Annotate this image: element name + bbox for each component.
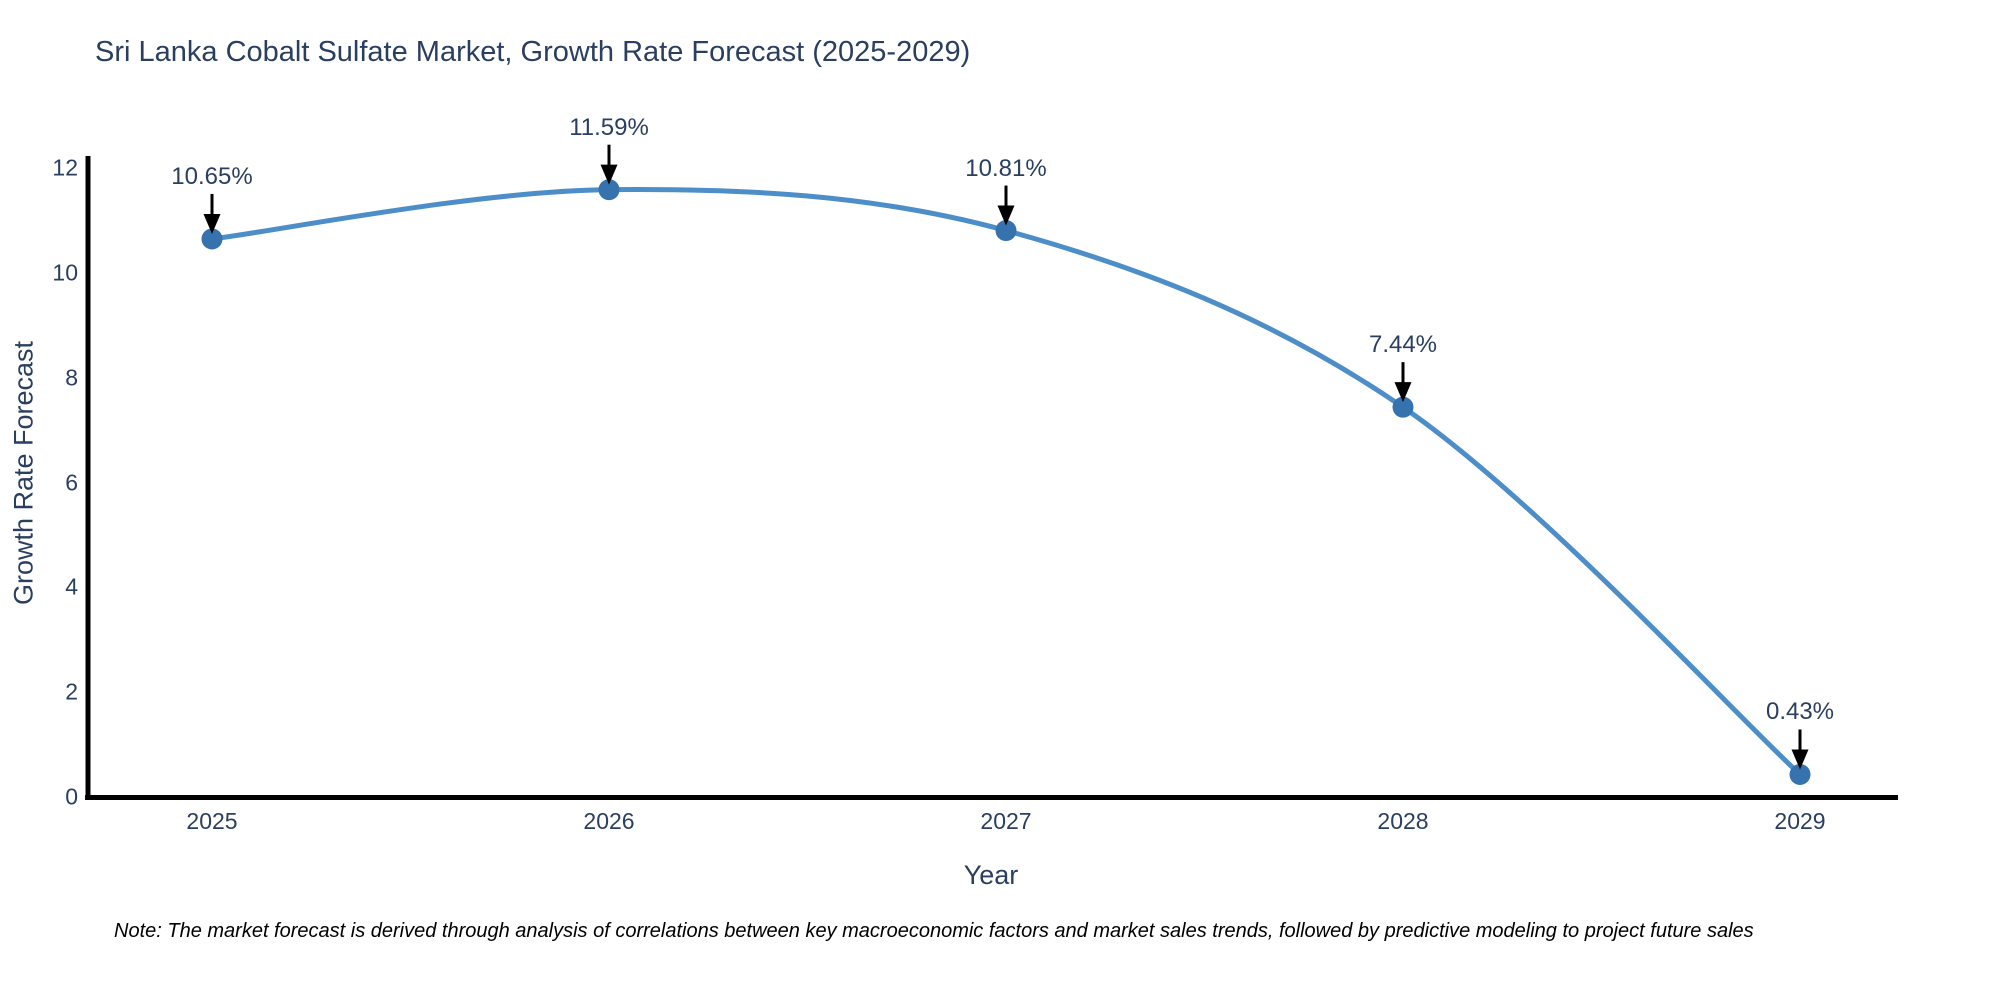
y-tick-label-2: 2 (65, 678, 78, 705)
annotation-arrow-head (1791, 749, 1809, 770)
data-point-marker-2026 (598, 179, 620, 201)
annotation-arrow-head (1394, 382, 1412, 403)
data-point-marker-2028 (1392, 396, 1414, 418)
y-tick-label-4: 4 (65, 573, 78, 600)
x-tick-label-2027: 2027 (980, 808, 1032, 834)
annotation-label-2027: 10.81% (965, 154, 1047, 182)
x-axis-title: Year (963, 860, 1019, 890)
annotation-arrow-head (203, 213, 221, 234)
annotation-label-2029: 0.43% (1765, 698, 1835, 726)
y-tick-label-0: 0 (65, 783, 78, 810)
y-tick-label-8: 8 (65, 364, 78, 391)
data-point-marker-2027 (995, 220, 1017, 242)
annotation-arrow-head (600, 164, 618, 185)
x-tick-label-2028: 2028 (1377, 808, 1429, 834)
annotation-label-2026: 11.59% (569, 113, 649, 141)
x-tick-label-2025: 2025 (186, 808, 238, 834)
y-tick-label-6: 6 (65, 469, 78, 496)
annotation-arrow-head (997, 205, 1015, 226)
x-tick-label-2026: 2026 (583, 808, 635, 834)
y-tick-label-10: 10 (52, 259, 78, 286)
chart-title: Sri Lanka Cobalt Sulfate Market, Growth … (95, 36, 971, 68)
annotation-label-2025: 10.65% (171, 162, 253, 190)
forecast-line (209, 187, 1803, 777)
x-tick-label-2029: 2029 (1774, 808, 1826, 834)
y-tick-label-12: 12 (52, 154, 78, 181)
annotation-label-2028: 7.44% (1368, 331, 1438, 359)
data-point-marker-2025 (201, 228, 223, 250)
data-point-marker-2029 (1789, 763, 1811, 785)
footnote: Note: The market forecast is derived thr… (114, 920, 1754, 942)
